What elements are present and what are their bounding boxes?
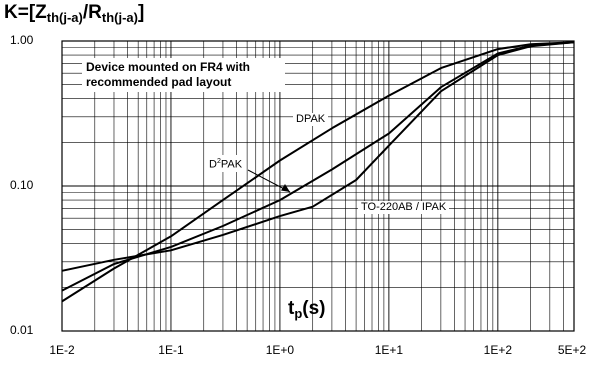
y-axis-label: K=[Zth(j-a)/Rth(j-a)] — [4, 2, 144, 25]
x-label-sub: p — [294, 306, 303, 321]
y-label-mid: /R — [82, 2, 102, 23]
x-tick-label: 1E-1 — [158, 343, 184, 357]
mounting-note: Device mounted on FR4 with recommended p… — [82, 58, 285, 92]
y-label-prefix: K=[Z — [4, 2, 47, 23]
label-arrows — [247, 169, 291, 193]
y-label-suffix: ] — [137, 2, 145, 23]
d2pak-label-sup: 2 — [216, 158, 221, 165]
y-label-sub2: th(j-a) — [101, 10, 138, 25]
series-label-dpak: DPAK — [293, 113, 329, 126]
curve-to220-ipak — [61, 41, 575, 272]
d2pak-arrow-head — [281, 184, 290, 192]
curves — [61, 41, 575, 303]
series-label-to220: TO-220AB / IPAK — [358, 201, 450, 214]
d2pak-label-pak: PAK — [220, 158, 243, 171]
x-tick-label: 5E+2 — [557, 343, 587, 357]
x-tick-label: 1E+1 — [374, 343, 404, 357]
y-tick-label: 1.00 — [10, 33, 34, 47]
x-tick-label: 1E+0 — [265, 343, 295, 357]
y-tick-label: 0.10 — [10, 178, 34, 192]
x-axis-label: tp(s) — [288, 298, 326, 321]
y-label-sub1: th(j-a) — [46, 10, 83, 25]
plot-frame — [61, 40, 575, 332]
x-tick-label: 1E+2 — [483, 343, 512, 357]
x-tick-label: 1E-2 — [49, 343, 75, 357]
curve-dpak — [61, 41, 575, 303]
y-tick-label: 0.01 — [10, 323, 34, 337]
x-label-main: t — [288, 298, 295, 319]
series-label-d2pak: D2PAK — [206, 155, 246, 172]
d2pak-label-d: D — [209, 158, 217, 171]
x-label-suffix: (s) — [302, 298, 326, 319]
